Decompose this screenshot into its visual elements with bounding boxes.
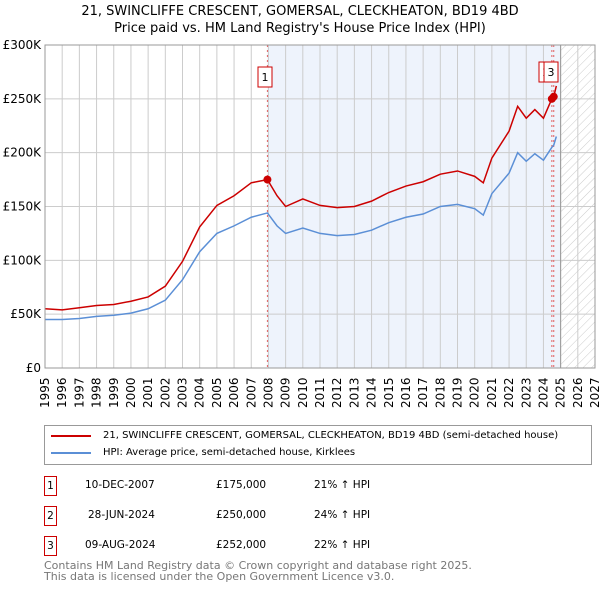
x-tick-label: 2007 xyxy=(244,377,258,408)
y-tick-label: £100K xyxy=(3,253,43,267)
sale-badge-label: 3 xyxy=(548,66,555,79)
x-tick-label: 2025 xyxy=(554,377,568,408)
sale-badge-label: 1 xyxy=(262,71,269,84)
transaction-badge: 3 xyxy=(44,536,57,556)
x-tick-label: 2013 xyxy=(347,377,361,408)
footer: Contains HM Land Registry data © Crown c… xyxy=(44,560,472,582)
x-tick-label: 2020 xyxy=(468,377,482,408)
x-tick-label: 1998 xyxy=(90,377,104,408)
sale-badge-box xyxy=(543,61,559,83)
transaction-hpi: 24% ↑ HPI xyxy=(314,509,371,521)
sale-badge-box xyxy=(257,66,273,88)
x-tick-label: 2004 xyxy=(193,377,207,408)
x-tick-label: 2011 xyxy=(313,377,327,408)
y-tick-label: £50K xyxy=(10,307,42,321)
transaction-price: £252,000 xyxy=(216,539,267,551)
y-tick-label: £0 xyxy=(26,361,41,375)
transaction-hpi: 21% ↑ HPI xyxy=(314,479,371,491)
x-tick-label: 2027 xyxy=(588,377,600,408)
legend-blue-swatch xyxy=(51,451,91,454)
series-line xyxy=(45,136,558,321)
x-tick-label: 2021 xyxy=(485,377,499,408)
x-tick-label: 2006 xyxy=(227,377,241,408)
series-line xyxy=(44,85,558,311)
x-tick-label: 2024 xyxy=(536,377,550,408)
x-tick-label: 2016 xyxy=(399,377,413,408)
x-tick-label: 2005 xyxy=(210,377,224,408)
x-tick-label: 2023 xyxy=(519,377,533,408)
chart-subtitle: Price paid vs. HM Land Registry's House … xyxy=(114,21,486,36)
x-tick-label: 2002 xyxy=(158,377,172,408)
x-tick-label: 2019 xyxy=(451,377,465,408)
transaction-date: 10-DEC-2007 xyxy=(85,479,155,491)
x-tick-label: 2026 xyxy=(571,377,585,408)
x-tick-label: 2014 xyxy=(365,377,379,408)
x-tick-label: 2001 xyxy=(141,377,155,408)
x-tick-label: 2008 xyxy=(261,377,275,408)
y-tick-label: £300K xyxy=(3,38,43,52)
y-tick-label: £250K xyxy=(3,92,43,106)
transaction-date: 28-JUN-2024 xyxy=(88,509,155,521)
x-tick-label: 2022 xyxy=(502,377,516,408)
legend-red-swatch xyxy=(51,434,91,437)
x-tick-label: 1997 xyxy=(72,377,86,408)
x-tick-label: 2018 xyxy=(433,377,447,408)
x-tick-label: 2009 xyxy=(279,377,293,408)
x-tick-label: 2015 xyxy=(382,377,396,408)
transaction-badge: 2 xyxy=(44,506,57,526)
y-tick-label: £150K xyxy=(3,200,43,214)
x-tick-label: 1995 xyxy=(38,377,52,408)
plot-border xyxy=(44,44,596,369)
x-tick-label: 1996 xyxy=(55,377,69,408)
legend-red-label: 21, SWINCLIFFE CRESCENT, GOMERSAL, CLECK… xyxy=(103,430,559,441)
x-tick-label: 1999 xyxy=(107,377,121,408)
sale-point xyxy=(549,92,558,101)
sale-point xyxy=(263,175,272,184)
legend-blue-label: HPI: Average price, semi-detached house,… xyxy=(103,447,356,458)
y-tick-label: £200K xyxy=(3,146,43,160)
chart-title: 21, SWINCLIFFE CRESCENT, GOMERSAL, CLECK… xyxy=(81,4,519,19)
footer-line-1: Contains HM Land Registry data © Crown c… xyxy=(44,559,472,572)
transaction-date: 09-AUG-2024 xyxy=(85,539,156,551)
footer-line-2: This data is licensed under the Open Gov… xyxy=(44,570,395,583)
legend: 21, SWINCLIFFE CRESCENT, GOMERSAL, CLECK… xyxy=(44,425,592,465)
x-tick-label: 2003 xyxy=(176,377,190,408)
x-tick-label: 2000 xyxy=(124,377,138,408)
x-tick-label: 2017 xyxy=(416,377,430,408)
transaction-price: £250,000 xyxy=(216,509,267,521)
transaction-badge: 1 xyxy=(44,476,57,496)
transaction-hpi: 22% ↑ HPI xyxy=(314,539,371,551)
transaction-price: £175,000 xyxy=(216,479,267,491)
x-tick-label: 2010 xyxy=(296,377,310,408)
x-tick-label: 2012 xyxy=(330,377,344,408)
